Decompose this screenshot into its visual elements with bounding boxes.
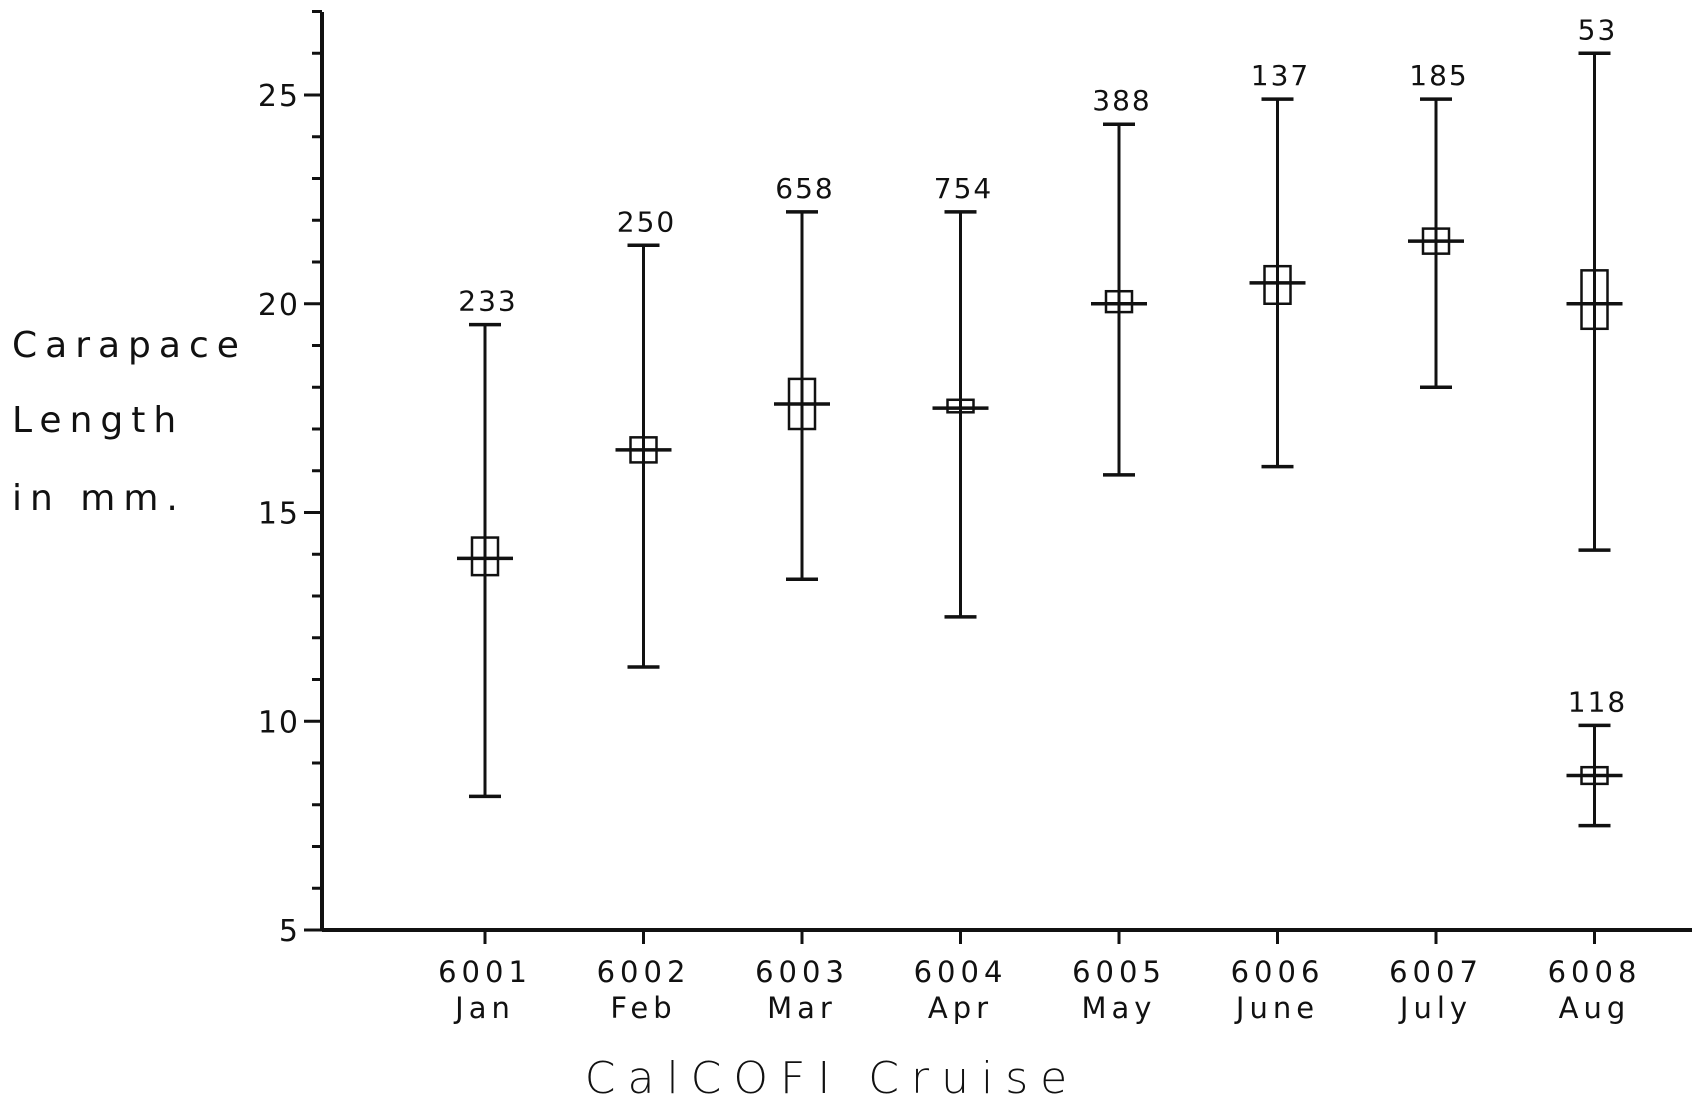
x-tick-label-month: May [1082,991,1157,1025]
x-tick-label-code: 6006 [1231,955,1325,989]
range-group-6008: 53 [1566,13,1623,552]
x-tick-label-month: Mar [767,991,837,1025]
y-axis-label: Carapace Length in mm. [12,325,247,519]
range-group-6008: 118 [1566,685,1627,828]
range-group-6005: 388 [1091,84,1151,477]
x-tick-label-code: 6007 [1389,955,1483,989]
range-group-6003: 658 [774,172,834,582]
sample-size-label: 118 [1568,685,1627,718]
y-axis-label-line: Length [12,400,184,441]
x-tick-label-code: 6008 [1548,955,1642,989]
y-tick-label: 20 [258,288,300,323]
sample-size-label: 233 [458,285,517,318]
x-axis-label: CalCOFI Cruise [585,1053,1079,1103]
y-ticks: 5 10 15 20 25 [258,10,322,949]
axes [320,12,1692,932]
y-tick-label: 5 [279,914,300,949]
x-tick-label-code: 6003 [755,955,849,989]
sample-size-label: 754 [934,172,993,205]
sample-size-label: 53 [1578,13,1618,46]
range-group-6006: 137 [1249,59,1310,469]
sample-size-label: 250 [617,205,676,238]
range-group-6004: 754 [932,172,993,619]
x-ticks: 6001Jan6002Feb6003Mar6004Apr6005May6006J… [438,930,1642,1025]
y-axis-label-line: in mm. [12,478,186,519]
ci-box [1104,289,1134,314]
y-tick-label: 25 [258,79,300,114]
y-tick-label: 10 [258,705,300,740]
sample-size-label: 658 [775,172,834,205]
x-tick-label-code: 6002 [597,955,691,989]
x-tick-label-code: 6001 [438,955,532,989]
sample-size-label: 388 [1092,84,1151,117]
x-tick-label-code: 6004 [914,955,1008,989]
x-tick-label-month: June [1234,991,1319,1025]
y-tick-label: 15 [258,497,300,532]
ci-box [946,398,975,414]
ci-box [1263,264,1292,305]
x-tick-label-code: 6005 [1072,955,1166,989]
sample-size-label: 137 [1251,59,1310,92]
x-tick-label-month: Jan [453,991,515,1025]
range-group-6007: 185 [1408,59,1468,389]
ci-box [1580,269,1609,331]
ci-box [470,536,500,577]
y-axis-label-line: Carapace [12,325,247,366]
x-tick-label-month: Feb [610,991,676,1025]
sample-size-label: 185 [1409,59,1468,92]
range-group-6002: 250 [615,205,676,669]
x-tick-label-month: Apr [928,991,993,1025]
x-tick-label-month: July [1398,991,1472,1025]
range-group-6001: 233 [457,285,517,799]
x-tick-label-month: Aug [1559,991,1631,1025]
range-marks: 233 250 658 754 388 137 185 53 118 [457,13,1627,828]
